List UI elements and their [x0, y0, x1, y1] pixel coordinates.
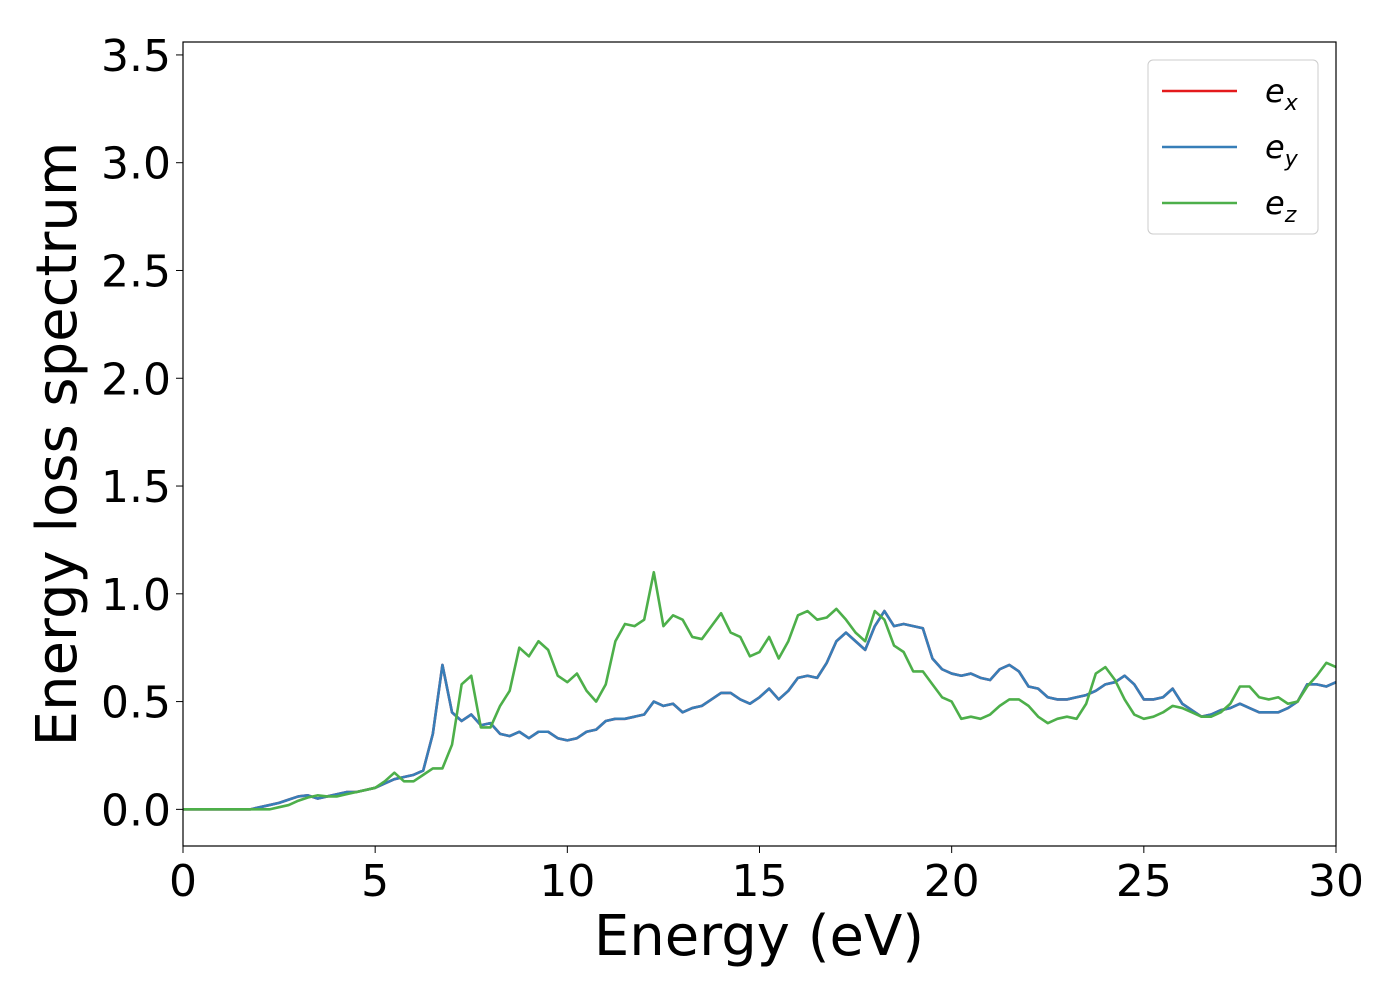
y-axis-label: Energy loss spectrum [25, 142, 90, 747]
x-axis-label: Energy (eV) [594, 904, 924, 969]
y-tick-label: 2.0 [101, 354, 171, 405]
y-tick-label: 3.5 [101, 31, 171, 82]
x-tick-label: 0 [169, 856, 197, 907]
series-line [183, 609, 1336, 811]
x-tick-label: 25 [1116, 856, 1172, 907]
legend-label: ex [1265, 72, 1299, 116]
y-tick-label: 2.5 [101, 246, 171, 297]
x-tick-label: 10 [539, 856, 595, 907]
y-tick-label: 3.0 [101, 139, 171, 190]
y-tick-label: 0.0 [101, 785, 171, 836]
series-line [183, 570, 1336, 811]
series-line [183, 609, 1336, 811]
x-tick-label: 15 [732, 856, 788, 907]
y-tick-label: 1.5 [101, 462, 171, 513]
legend-label: ey [1265, 128, 1299, 172]
y-tick-label: 1.0 [101, 570, 171, 621]
x-tick-label: 5 [361, 856, 389, 907]
y-tick-label: 0.5 [101, 678, 171, 729]
x-tick-label: 30 [1308, 856, 1364, 907]
legend-label: ez [1265, 184, 1297, 228]
x-tick-label: 20 [924, 856, 980, 907]
plot-frame [182, 41, 1337, 847]
